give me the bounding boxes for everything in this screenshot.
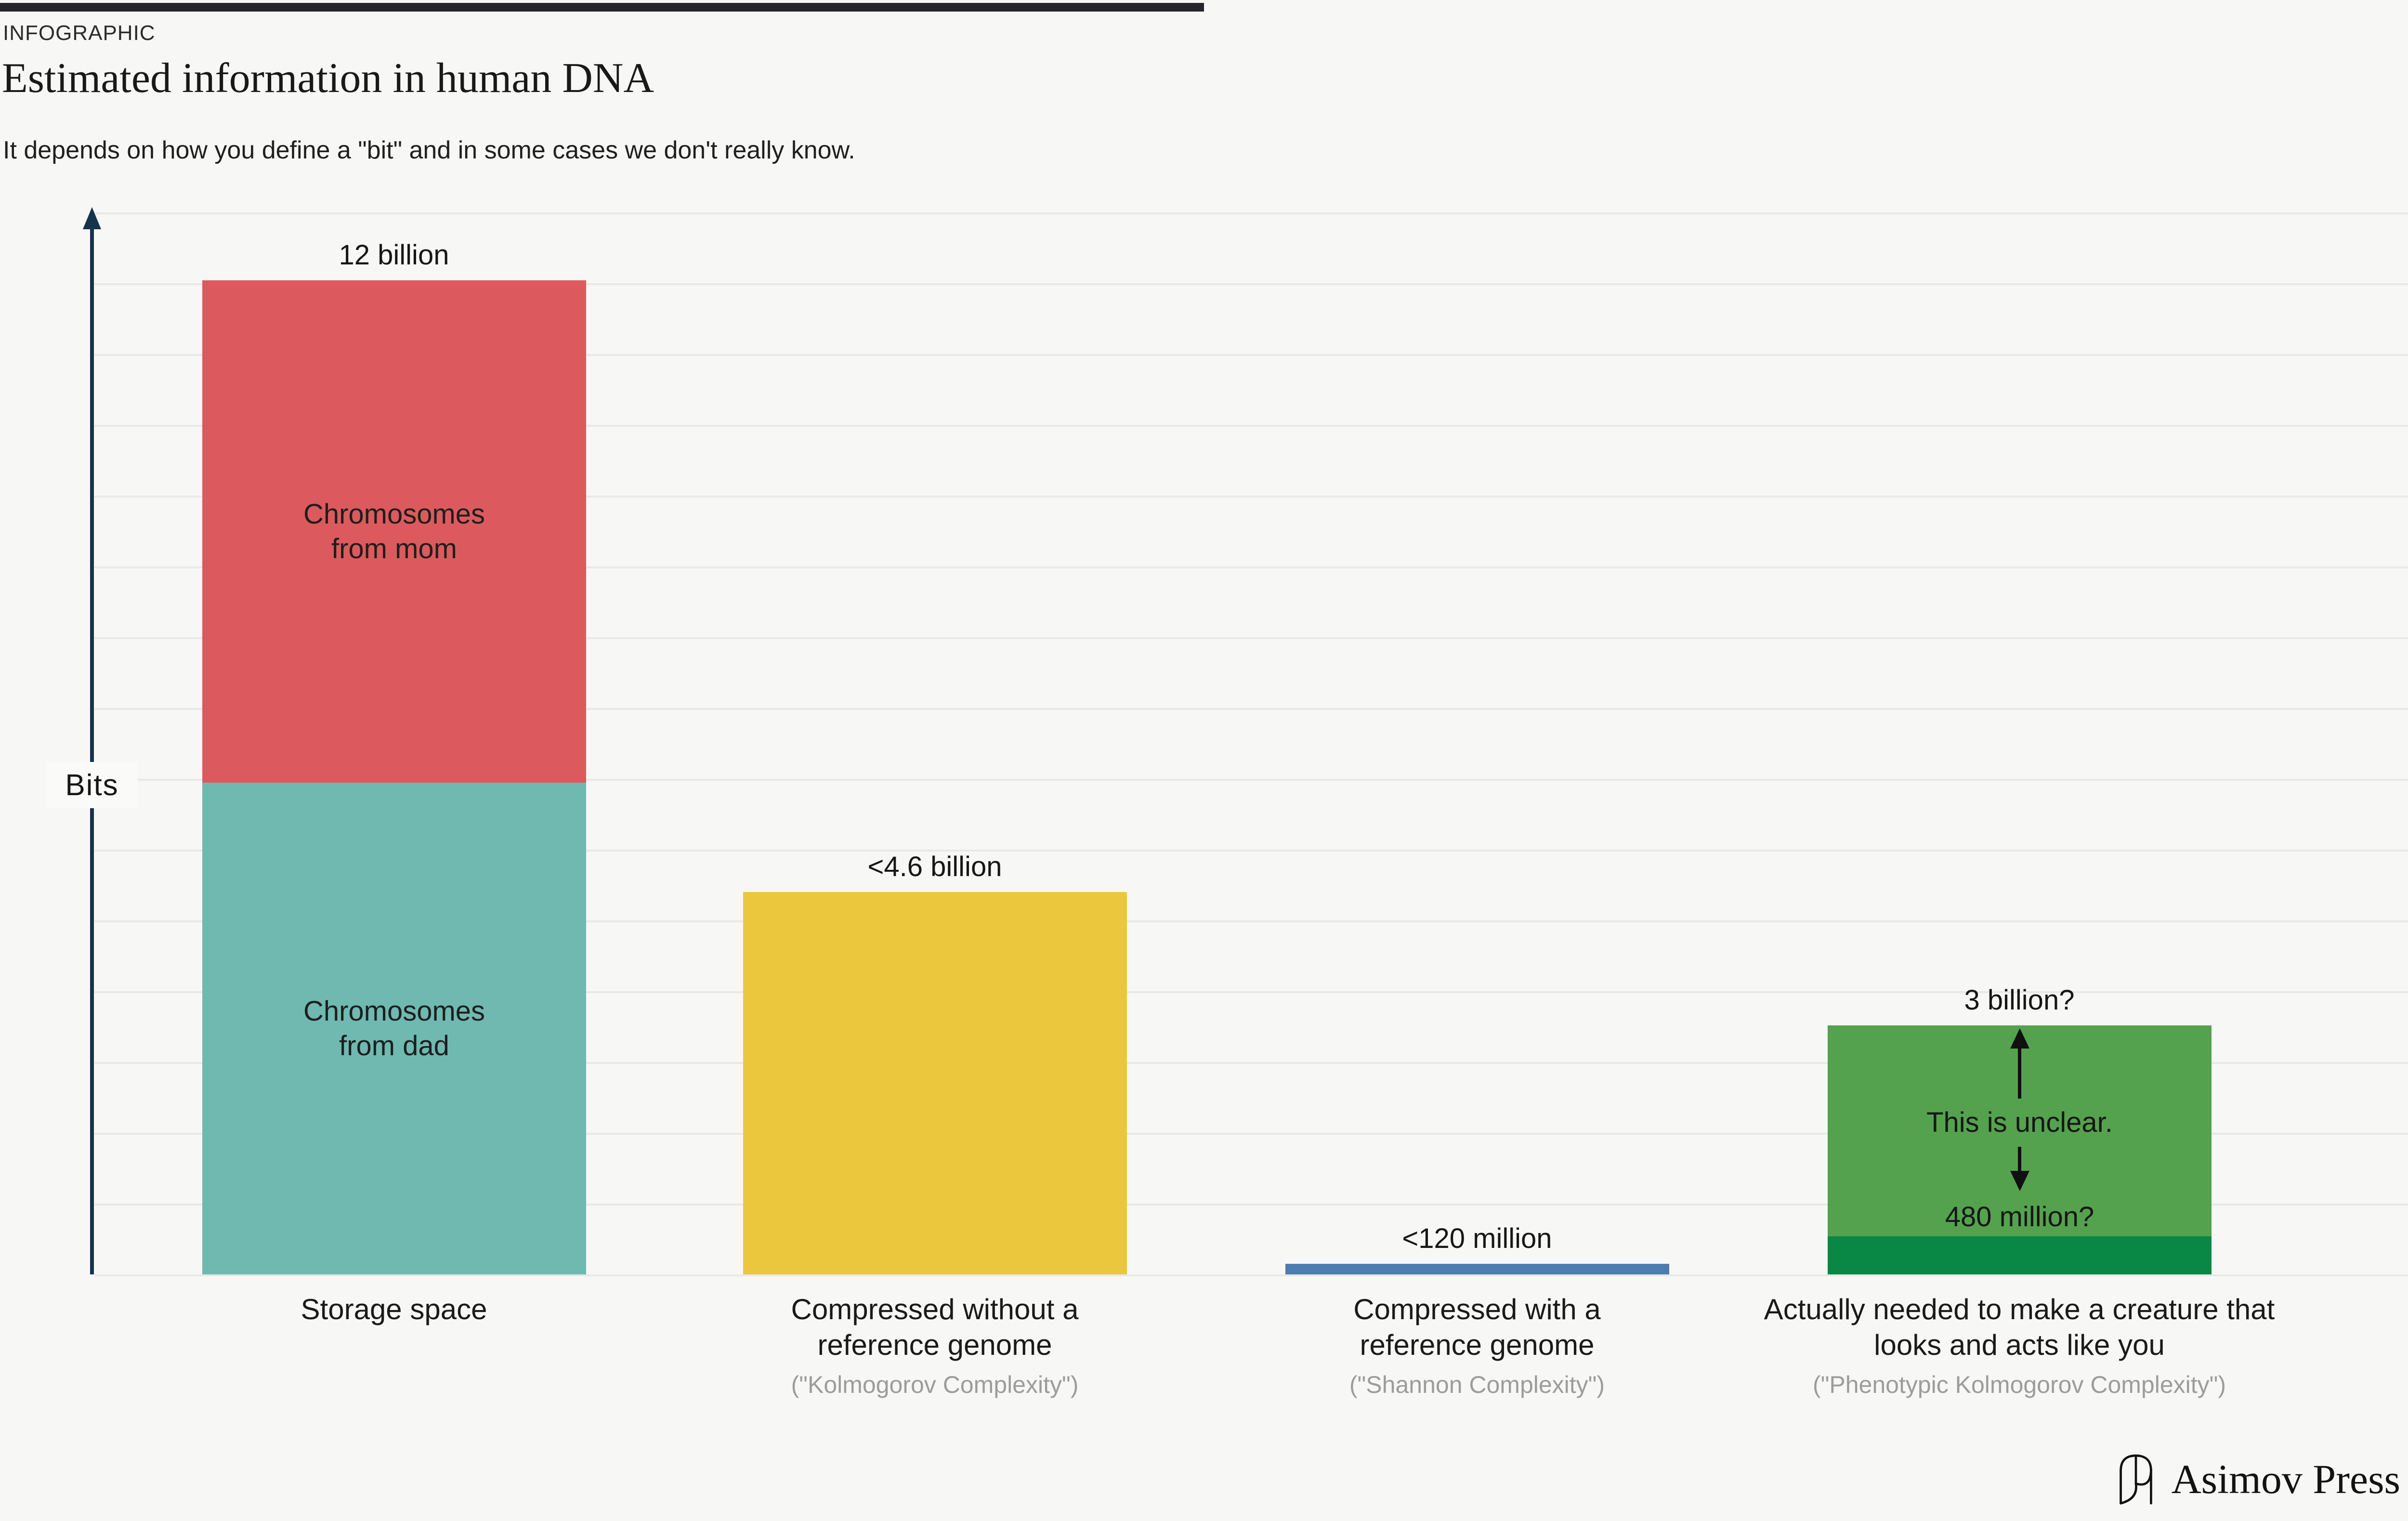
arrow-down-icon: [2010, 1147, 2029, 1191]
y-axis-label: Bits: [46, 762, 138, 808]
header-rule: [0, 3, 1204, 12]
category-sublabel-kolmogorov: ("Kolmogorov Complexity"): [791, 1371, 1079, 1398]
kicker: INFOGRAPHIC: [3, 21, 156, 45]
category-label-compressed-without-reference: Compressed without a reference genome: [791, 1293, 1079, 1361]
category-sublabel-shannon: ("Shannon Complexity"): [1349, 1371, 1605, 1398]
value-label-actually-needed: 3 billion?: [1964, 984, 2075, 1016]
brand-name: Asimov Press: [2171, 1456, 2400, 1502]
bar-actually-needed: This is unclear. 480 million?: [1828, 1025, 2212, 1274]
page-title: Estimated information in human DNA: [2, 55, 654, 102]
y-axis-label-text: Bits: [65, 768, 119, 802]
category-label-actually-needed: Actually needed to make a creature that …: [1764, 1293, 2275, 1361]
category-label-storage-space: Storage space: [301, 1293, 487, 1325]
bar-storage-space: Chromosomes from mom Chromosomes from da…: [202, 280, 586, 1274]
arrow-up-icon: [2010, 1028, 2029, 1099]
brand-lockup: Asimov Press: [2117, 1453, 2400, 1506]
bar-compressed-without-reference: [743, 892, 1127, 1274]
y-axis-arrow-icon: [83, 207, 101, 229]
segment-480-million: [1828, 1236, 2212, 1274]
bar-compressed-with-reference: [1285, 1264, 1669, 1274]
value-label-compressed-without-reference: <4.6 billion: [867, 851, 1002, 882]
segment-chromosomes-from-dad: Chromosomes from dad: [202, 783, 586, 1274]
y-axis-line: [90, 225, 94, 1274]
value-label-compressed-with-reference: <120 million: [1402, 1223, 1552, 1254]
category-label-compressed-with-reference: Compressed with a reference genome: [1353, 1293, 1601, 1361]
value-label-storage-space: 12 billion: [339, 239, 449, 271]
segment-label: Chromosomes from dad: [303, 995, 485, 1062]
segment-chromosomes-from-mom: Chromosomes from mom: [202, 280, 586, 783]
asimov-press-logo-icon: [2119, 1454, 2152, 1505]
segment-label: Chromosomes from mom: [303, 498, 485, 564]
annotation-lower-label: 480 million?: [1945, 1201, 2094, 1233]
annotation-note: This is unclear.: [1926, 1107, 2113, 1138]
category-sublabel-phenotypic: ("Phenotypic Kolmogorov Complexity"): [1812, 1371, 2226, 1398]
page-subtitle: It depends on how you define a "bit" and…: [3, 136, 855, 164]
